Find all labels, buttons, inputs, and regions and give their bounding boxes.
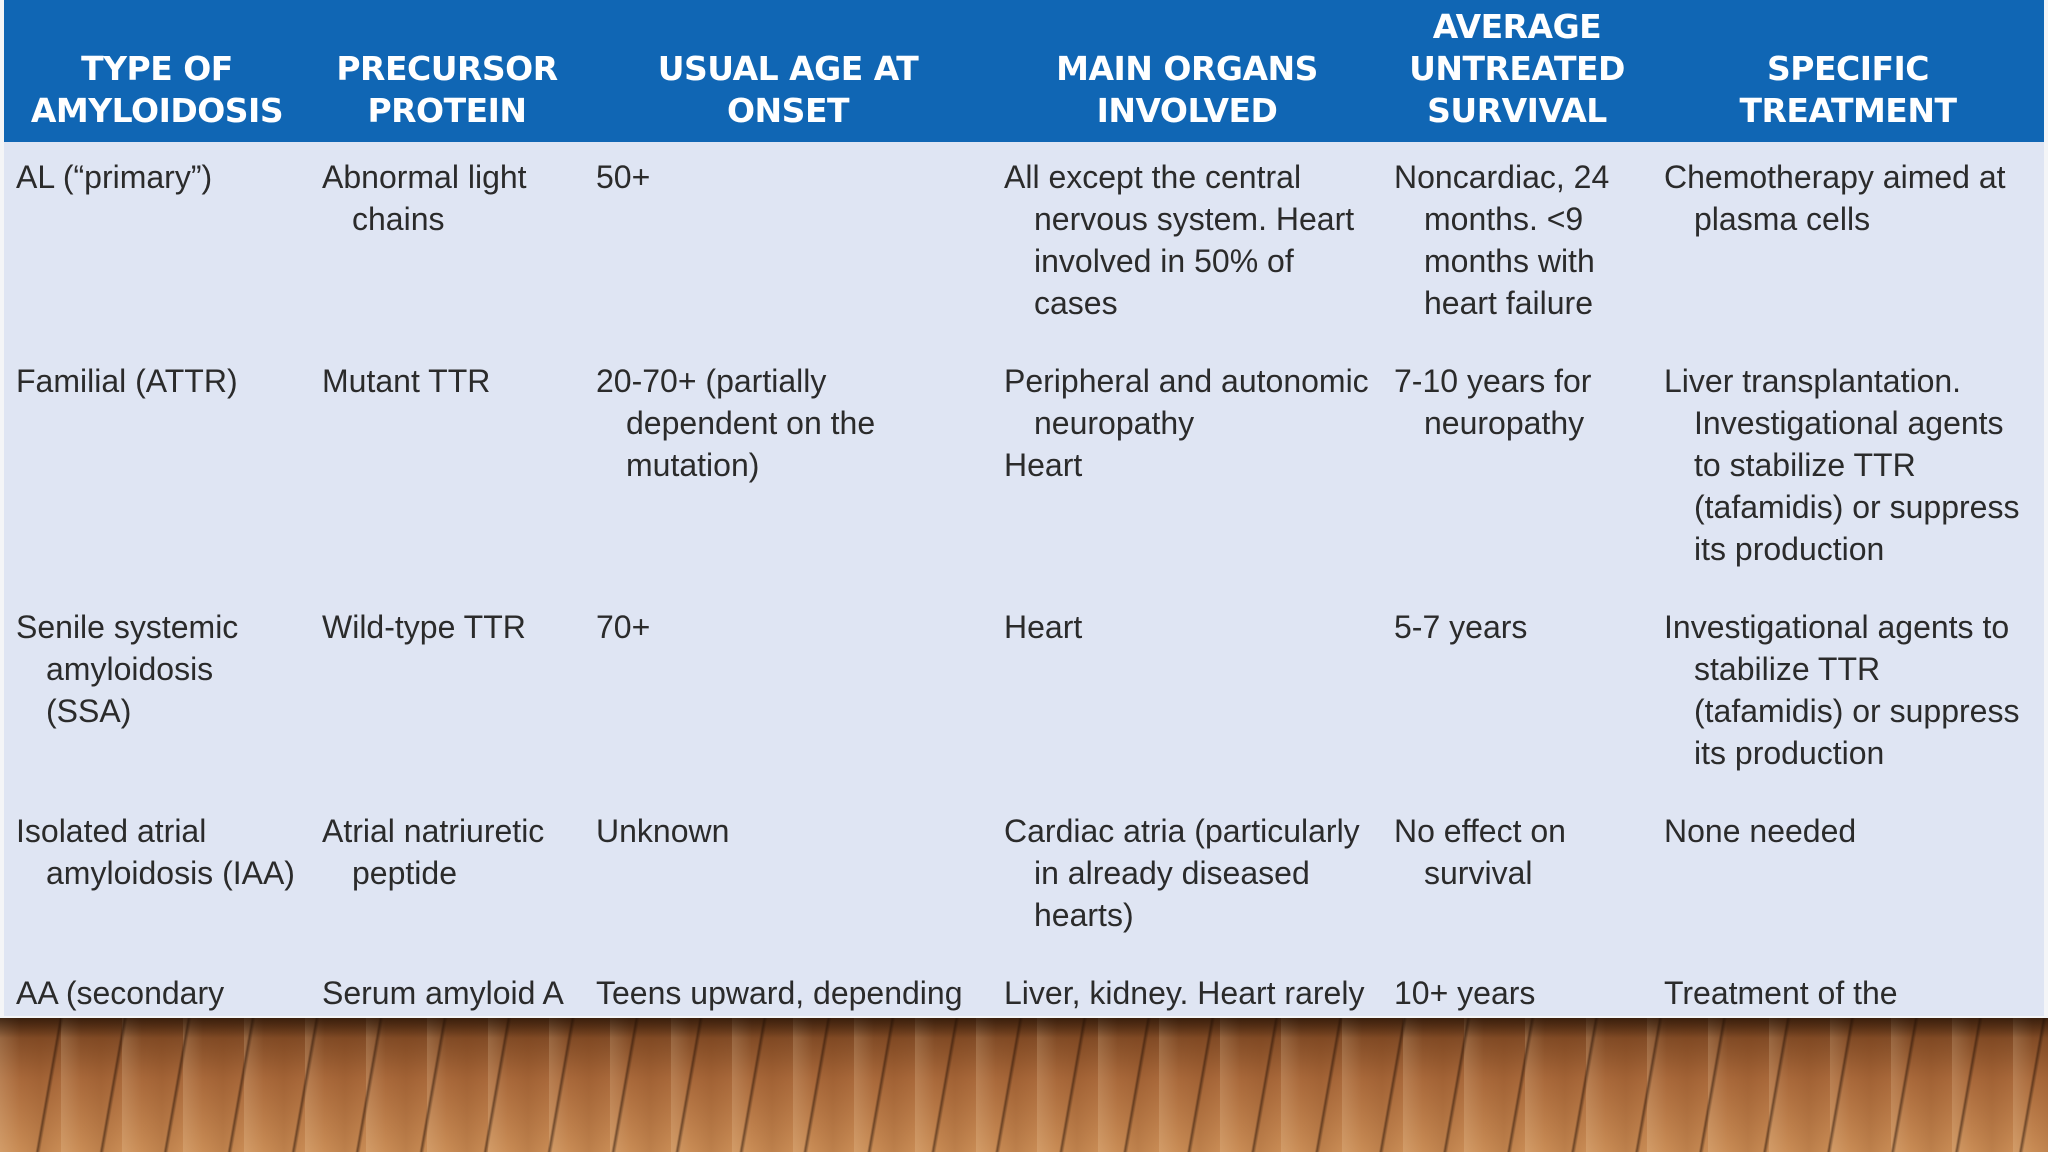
cell-survival: 5-7 years (1394, 609, 1528, 645)
table-container: TYPE OF AMYLOIDOSIS PRECURSOR PROTEIN US… (4, 0, 2044, 1016)
cell-treatment: None needed (1664, 813, 1857, 849)
header-treatment: SPECIFIC TREATMENT (1739, 49, 1957, 130)
cell-age: Teens upward, depending on the underlyin… (596, 975, 963, 1011)
cell-precursor: Abnormal light chains (322, 159, 527, 237)
cell-type: Isolated atrial amyloidosis (IAA) (16, 813, 295, 891)
cell-survival: 10+ years (1394, 975, 1536, 1011)
cell-type: Senile systemic amyloidosis (SSA) (16, 609, 239, 729)
cell-precursor: Serum amyloid A (SAA)—an inflammatory pr… (322, 975, 563, 1011)
cell-type: AL (“primary”) (16, 159, 213, 195)
cell-age: Unknown (596, 813, 730, 849)
cell-age: 50+ (596, 159, 651, 195)
cell-organs: Peripheral and autonomic neuropathy Hear… (992, 346, 1382, 592)
amyloidosis-table: TYPE OF AMYLOIDOSIS PRECURSOR PROTEIN US… (4, 0, 2044, 1016)
cell-organs: Heart (1004, 609, 1083, 645)
cell-treatment: Chemotherapy aimed at plasma cells (1664, 159, 2006, 237)
wood-floor-background (0, 1018, 2048, 1152)
cell-type: Familial (ATTR) (16, 363, 238, 399)
cell-precursor: Wild-type TTR (322, 609, 526, 645)
table-row: Senile systemic amyloidosis (SSA) Wild-t… (4, 592, 2044, 796)
cell-treatment: Liver transplantation. Investigational a… (1664, 363, 2020, 567)
cell-treatment: Treatment of the underlying inflammatory… (1664, 975, 1898, 1011)
header-organs: MAIN ORGANS INVOLVED (1056, 49, 1318, 130)
table-row: Familial (ATTR) Mutant TTR 20-70+ (parti… (4, 346, 2044, 592)
cell-age: 20-70+ (partially dependent on the mutat… (596, 363, 876, 483)
cell-organs-secondary: Heart (1004, 447, 1083, 483)
cell-type: AA (secondary amyloidosis) (16, 975, 225, 1011)
table-header-row: TYPE OF AMYLOIDOSIS PRECURSOR PROTEIN US… (4, 0, 2044, 142)
cell-precursor: Atrial natriuretic peptide (322, 813, 545, 891)
cell-treatment: Investigational agents to stabilize TTR … (1664, 609, 2020, 771)
header-age: USUAL AGE AT ONSET (657, 49, 919, 130)
table-row: AA (secondary amyloidosis) Serum amyloid… (4, 958, 2044, 1016)
cell-age: 70+ (596, 609, 651, 645)
header-type: TYPE OF AMYLOIDOSIS (30, 49, 284, 130)
cell-survival: No effect on survival (1394, 813, 1566, 891)
cell-precursor: Mutant TTR (322, 363, 491, 399)
cell-organs: All except the central nervous system. H… (1004, 159, 1355, 321)
header-survival: AVERAGE UNTREATED SURVIVAL (1409, 7, 1625, 130)
table-row: AL (“primary”) Abnormal light chains 50+… (4, 142, 2044, 346)
slide: TYPE OF AMYLOIDOSIS PRECURSOR PROTEIN US… (0, 0, 2048, 1018)
cell-survival: Noncardiac, 24 months. <9 months with he… (1394, 159, 1610, 321)
cell-organs: Cardiac atria (particularly in already d… (1004, 813, 1360, 933)
cell-organs-primary: Peripheral and autonomic neuropathy (1004, 363, 1369, 441)
header-precursor: PRECURSOR PROTEIN (336, 49, 558, 130)
table-row: Isolated atrial amyloidosis (IAA) Atrial… (4, 796, 2044, 958)
cell-organs: Liver, kidney. Heart rarely (1004, 975, 1365, 1011)
cell-survival: 7-10 years for neuropathy (1394, 363, 1592, 441)
floor-shadow (0, 1018, 2048, 1038)
